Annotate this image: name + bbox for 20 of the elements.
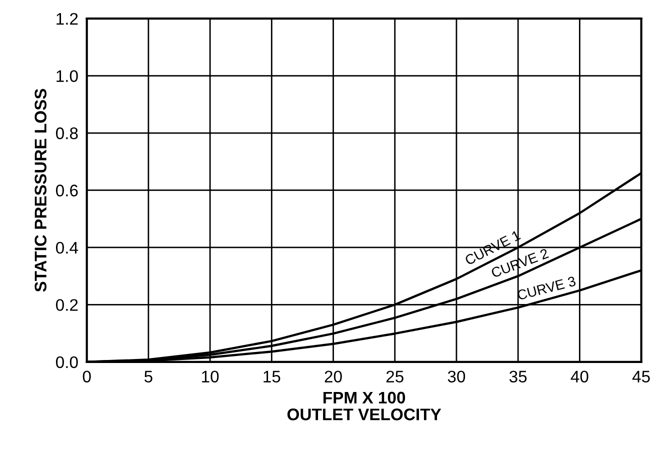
- y-tick-label: 1.2: [56, 12, 78, 25]
- y-axis-title: STATIC PRESSURE LOSS: [34, 88, 46, 292]
- y-tick-label: 0.6: [56, 184, 78, 196]
- x-axis-title: FPM X 100 OUTLET VELOCITY: [287, 392, 442, 420]
- x-tick-label: 20: [324, 370, 342, 382]
- x-tick-label: 5: [144, 370, 152, 382]
- y-tick-label: 0.2: [56, 299, 78, 311]
- x-tick-label: 25: [386, 370, 404, 382]
- x-tick-label: 0: [82, 370, 91, 382]
- x-tick-label: 15: [264, 370, 280, 382]
- text: CURVE 3: [516, 276, 576, 300]
- x-tick-label: 40: [570, 370, 588, 382]
- x-tick-label: 35: [509, 370, 527, 382]
- y-tick-label: 0.4: [56, 242, 78, 254]
- x-tick-label: 10: [202, 370, 219, 382]
- x-tick-label: 45: [632, 370, 650, 382]
- x-tick-label: 30: [448, 370, 466, 382]
- y-tick-label: 1.0: [56, 70, 78, 82]
- y-tick-label: 0.8: [56, 127, 78, 140]
- y-tick-label: 0.0: [56, 356, 78, 368]
